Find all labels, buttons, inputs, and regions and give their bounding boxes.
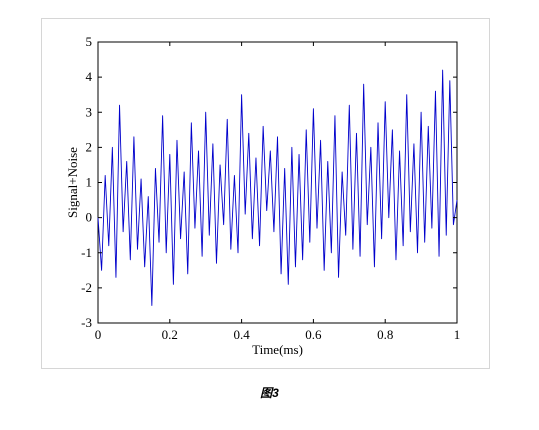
x-tick-label: 0.4 bbox=[233, 327, 250, 342]
y-tick-label: 1 bbox=[86, 175, 93, 190]
series-layer bbox=[97, 69, 458, 306]
x-tick-label: 0.8 bbox=[377, 327, 393, 342]
y-tick-label: 3 bbox=[86, 104, 93, 119]
x-tick-label: 0.2 bbox=[162, 327, 178, 342]
y-tick-label: 4 bbox=[86, 69, 93, 84]
plot-area bbox=[97, 41, 458, 324]
figure-caption: 图3 bbox=[260, 386, 279, 400]
y-tick-label: -1 bbox=[81, 245, 92, 260]
series-line-0 bbox=[97, 69, 458, 306]
y-tick-label: 0 bbox=[86, 210, 93, 225]
x-tick-label: 1 bbox=[454, 327, 461, 342]
y-axis-label: Signal+Noise bbox=[65, 147, 80, 218]
y-tick-label: 5 bbox=[86, 34, 93, 49]
y-tick-label: -3 bbox=[81, 315, 92, 330]
ticks-layer: 0 0.2 0.4 0.6 0.8 1 -3 -2 -1 0 1 2 3 4 5 bbox=[81, 34, 460, 342]
x-tick-label: 0.6 bbox=[305, 327, 322, 342]
y-tick-label: 2 bbox=[86, 139, 93, 154]
x-tick-label: 0 bbox=[95, 327, 102, 342]
y-tick-label: -2 bbox=[81, 280, 92, 295]
x-axis-label: Time(ms) bbox=[252, 342, 303, 357]
